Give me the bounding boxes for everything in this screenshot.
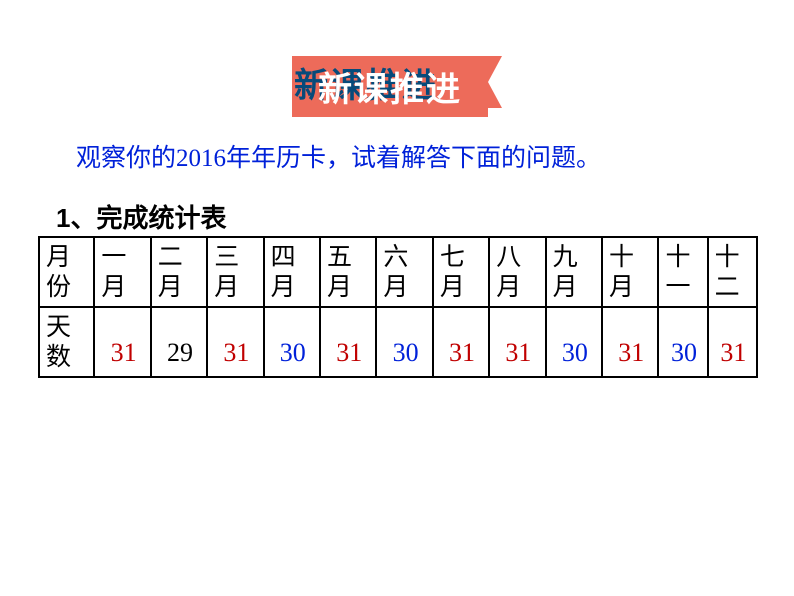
days-cell: 30 (658, 307, 707, 377)
month-cell: 三月 (207, 237, 263, 307)
days-cell: 30 (376, 307, 432, 377)
days-cell: 30 (264, 307, 320, 377)
month-cell: 十一 (658, 237, 707, 307)
month-cell: 七月 (433, 237, 489, 307)
statistics-table: 月份 一月 二月 三月 四月 五月 六月 七月 八月 九月 十月 十一 十二 天… (38, 236, 758, 378)
days-value: 31 (618, 338, 644, 367)
row-header-month: 月份 (39, 237, 94, 307)
table-row: 月份 一月 二月 三月 四月 五月 六月 七月 八月 九月 十月 十一 十二 (39, 237, 757, 307)
days-value: 30 (671, 338, 697, 367)
month-cell: 五月 (320, 237, 376, 307)
days-cell: 31 (207, 307, 263, 377)
days-value: 31 (449, 338, 475, 367)
month-cell: 十二 (708, 237, 757, 307)
days-value: 31 (336, 338, 362, 367)
month-cell: 十月 (602, 237, 658, 307)
row-header-days: 天数 (39, 307, 94, 377)
days-cell: 31 (433, 307, 489, 377)
month-cell: 九月 (546, 237, 602, 307)
banner-box: 新课推进 新课推进 (292, 56, 488, 117)
days-cell: 31 (708, 307, 757, 377)
instruction-text: 观察你的2016年年历卡，试着解答下面的问题。 (76, 138, 601, 174)
days-value: 31 (720, 338, 746, 367)
days-value: 31 (111, 338, 137, 367)
days-cell: 30 (546, 307, 602, 377)
table-row: 天数 31 29 31 30 31 30 31 31 30 31 30 31 (39, 307, 757, 377)
banner-text: 新课推进 (318, 71, 462, 109)
days-value: 31 (223, 338, 249, 367)
days-value: 29 (167, 338, 193, 367)
days-cell: 29 (151, 307, 207, 377)
month-cell: 六月 (376, 237, 432, 307)
month-cell: 八月 (489, 237, 545, 307)
month-cell: 一月 (94, 237, 150, 307)
row-header-days-text: 天数 (46, 313, 71, 371)
subtitle-text: 1、完成统计表 (56, 198, 226, 235)
month-cell: 二月 (151, 237, 207, 307)
month-cell: 四月 (264, 237, 320, 307)
days-cell: 31 (320, 307, 376, 377)
days-value: 30 (280, 338, 306, 367)
days-cell: 31 (489, 307, 545, 377)
row-header-month-text: 月份 (46, 243, 71, 301)
banner-notch-icon (488, 56, 502, 108)
days-cell: 31 (94, 307, 150, 377)
days-value: 31 (505, 338, 531, 367)
days-value: 30 (562, 338, 588, 367)
lesson-banner: 新课推进 新课推进 (292, 56, 502, 117)
days-value: 30 (393, 338, 419, 367)
days-cell: 31 (602, 307, 658, 377)
